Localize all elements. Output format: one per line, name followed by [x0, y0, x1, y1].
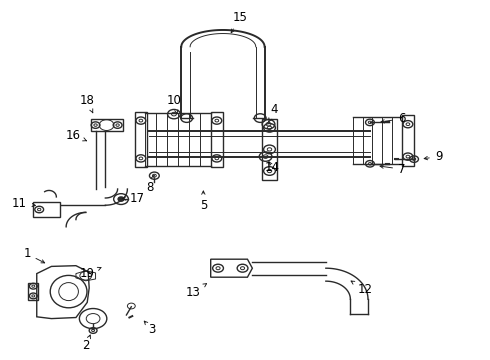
Text: 4: 4 — [269, 103, 278, 122]
Text: 15: 15 — [231, 11, 247, 33]
Circle shape — [118, 197, 124, 201]
Text: 14: 14 — [265, 161, 279, 174]
Text: 1: 1 — [23, 247, 45, 263]
Text: 10: 10 — [167, 94, 181, 113]
Text: 17: 17 — [122, 192, 145, 204]
Text: 6: 6 — [381, 112, 406, 125]
Text: 19: 19 — [80, 267, 101, 280]
Text: 5: 5 — [199, 191, 207, 212]
Text: 12: 12 — [351, 281, 372, 296]
Text: 7: 7 — [380, 163, 406, 176]
Text: 18: 18 — [80, 94, 95, 113]
Bar — [262, 119, 277, 180]
Text: 8: 8 — [146, 175, 154, 194]
Text: 3: 3 — [144, 321, 156, 336]
Text: 11: 11 — [12, 197, 35, 210]
Text: 16: 16 — [66, 129, 87, 141]
Text: 13: 13 — [186, 284, 207, 299]
Text: 9: 9 — [424, 150, 442, 163]
Text: 2: 2 — [82, 335, 91, 352]
